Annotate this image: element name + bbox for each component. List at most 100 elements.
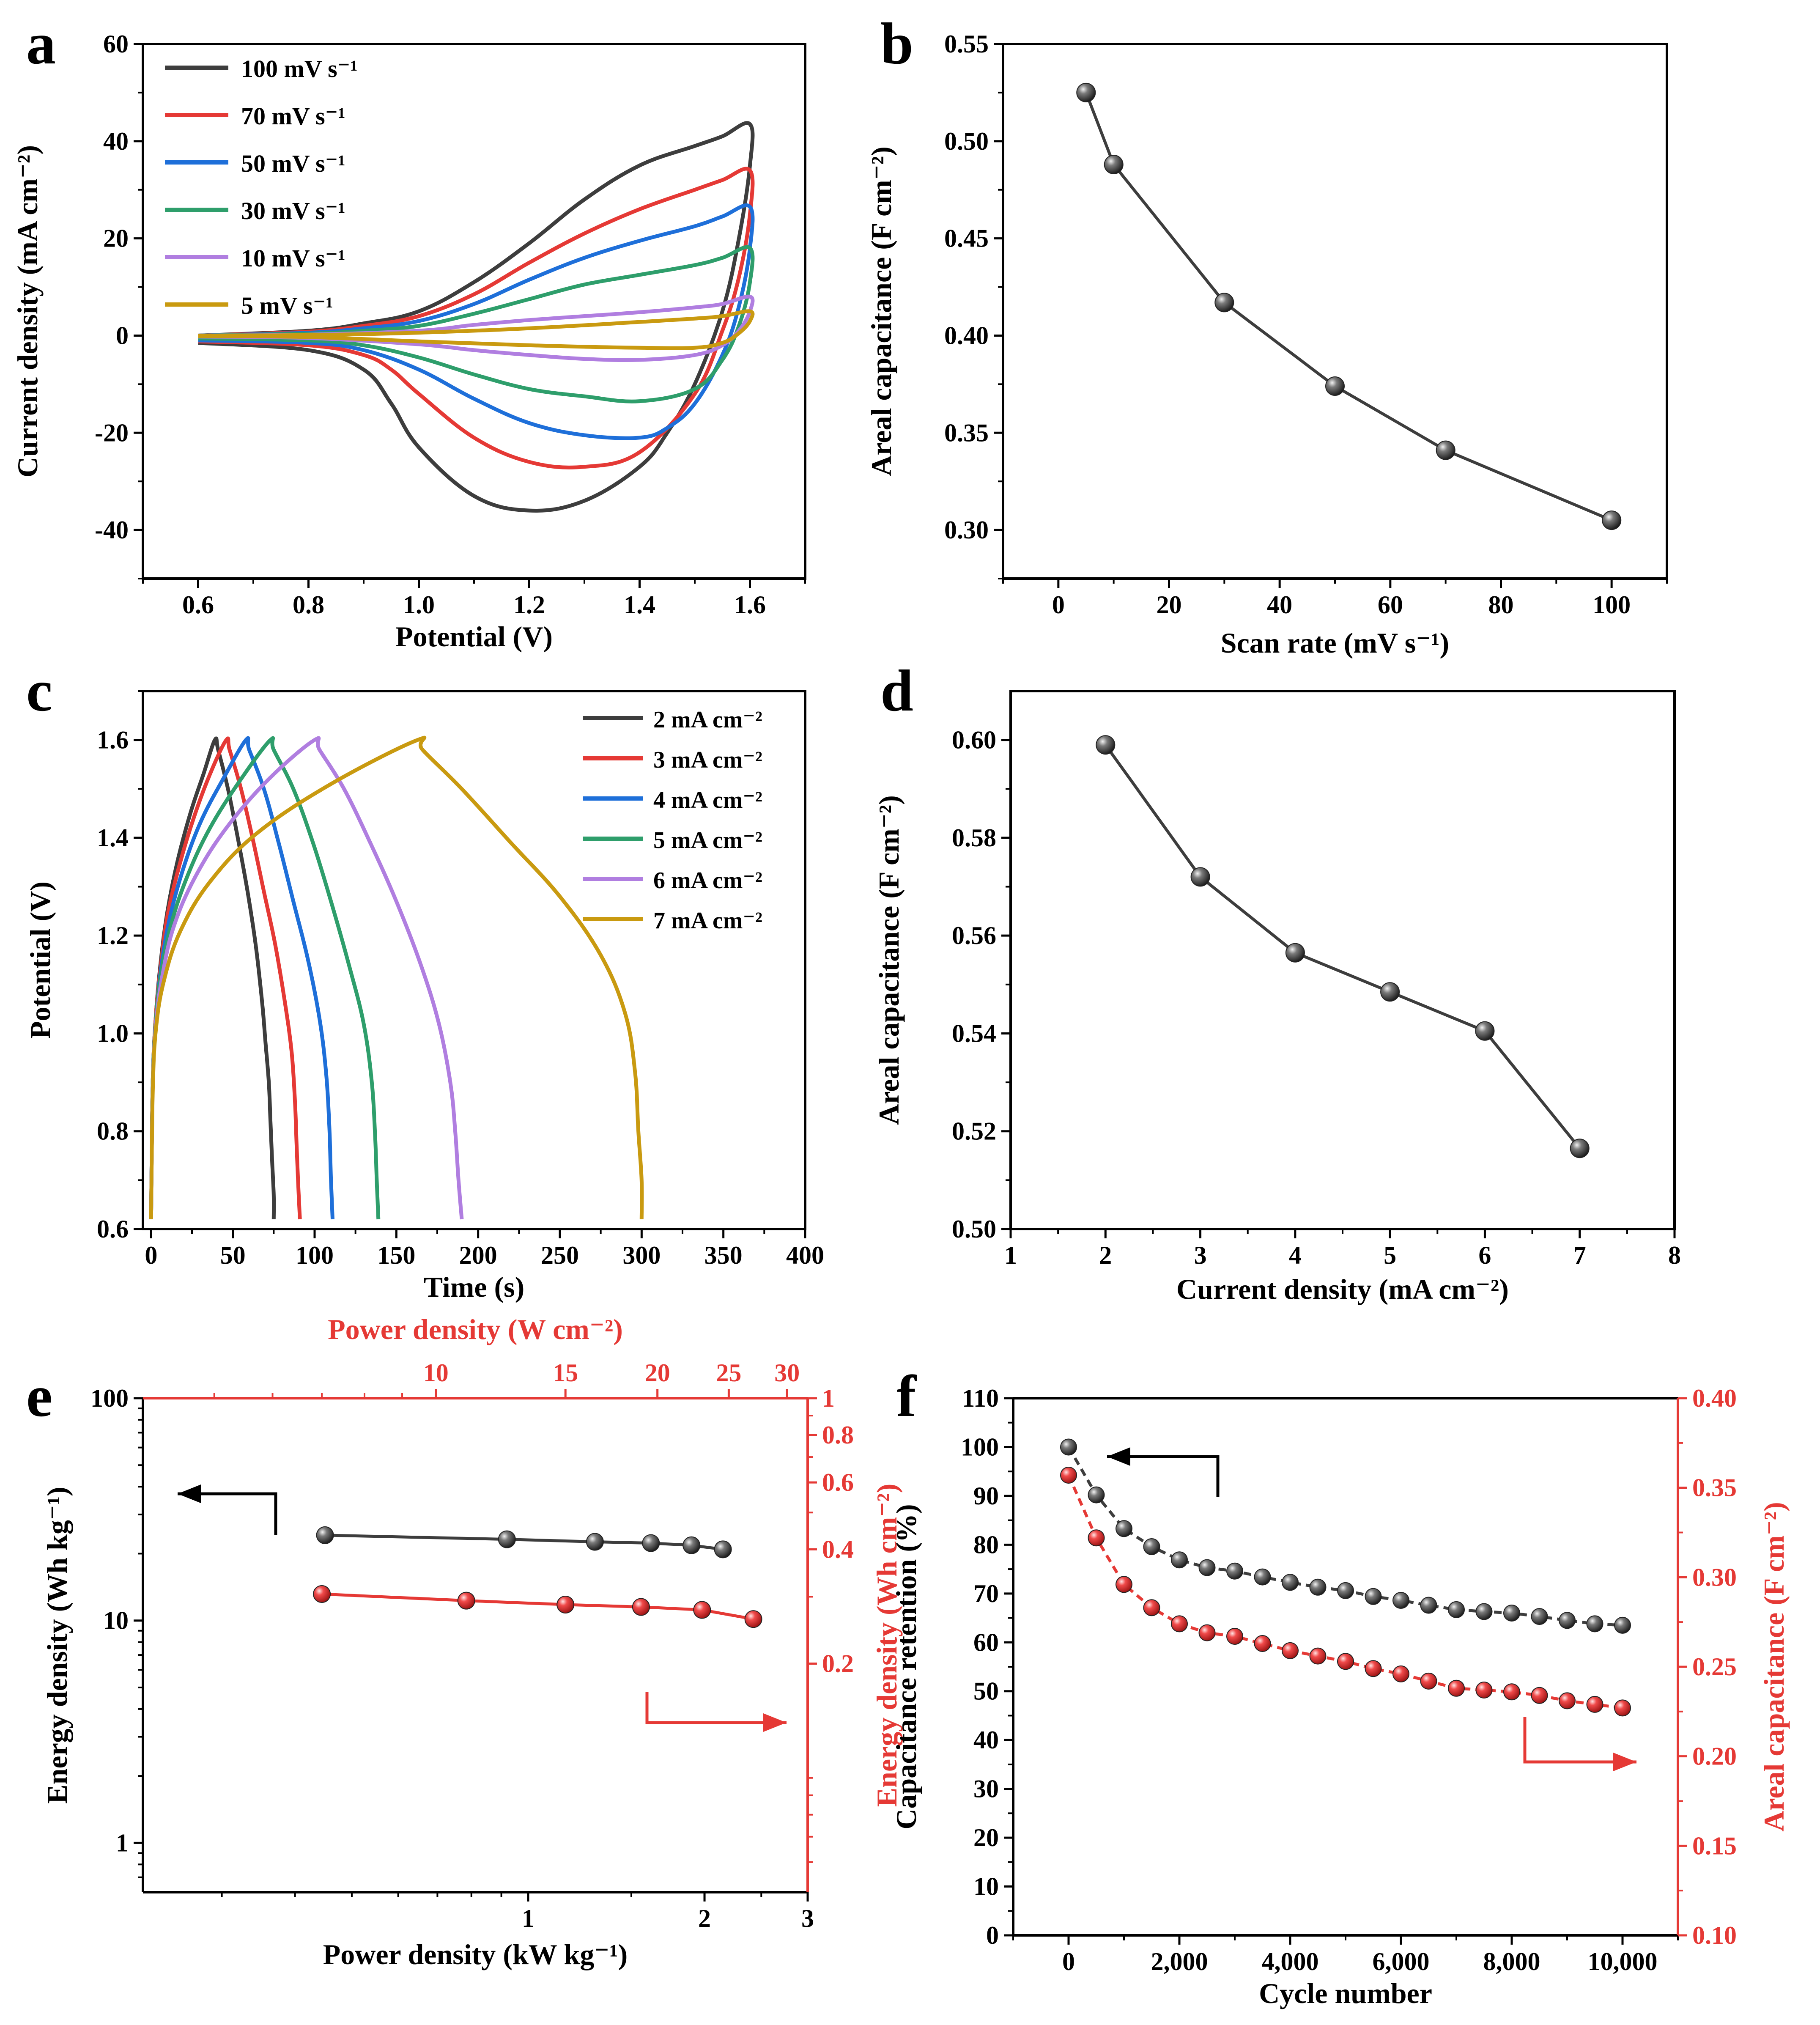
x2-tick-label: 15 bbox=[553, 1359, 578, 1387]
panel-a: 0.6 0.8 1.0 1.2 1.4 1.6 -40 -20 0 20 40 60 Potential… bbox=[11, 11, 806, 653]
data-point bbox=[1060, 1438, 1077, 1456]
legend-label: 10 mV s⁻¹ bbox=[241, 244, 345, 272]
x2-tick-label: 20 bbox=[645, 1359, 670, 1387]
data-point bbox=[744, 1610, 762, 1628]
y2-tick-label: 0.30 bbox=[1692, 1563, 1737, 1591]
panel-letter: a bbox=[26, 11, 56, 77]
y-tick-label: 60 bbox=[103, 30, 129, 58]
y-axis-title: Capacitance retention (%) bbox=[890, 1504, 922, 1829]
y-tick-label: 0.55 bbox=[944, 30, 989, 58]
y-tick-label: 0.56 bbox=[952, 922, 996, 949]
y-axis-title: Current density (mA cm⁻²) bbox=[11, 145, 44, 477]
y2-tick-label: 1 bbox=[822, 1384, 835, 1412]
x-tick-label: 2,000 bbox=[1151, 1948, 1208, 1976]
legend-label: 50 mV s⁻¹ bbox=[241, 150, 345, 177]
data-point bbox=[1365, 1660, 1382, 1677]
data-point bbox=[1104, 155, 1124, 174]
panel-letter: d bbox=[880, 658, 913, 724]
y2-tick-label: 0.35 bbox=[1692, 1474, 1737, 1502]
data-point bbox=[1531, 1687, 1548, 1704]
x-tick-label: 4,000 bbox=[1262, 1948, 1319, 1976]
legend-label: 5 mA cm⁻² bbox=[653, 827, 762, 853]
y-tick-label: 0.60 bbox=[952, 726, 996, 754]
legend-label: 7 mA cm⁻² bbox=[653, 908, 762, 934]
x-tick-label: 3 bbox=[801, 1904, 814, 1932]
legend-label: 5 mV s⁻¹ bbox=[241, 292, 333, 319]
y-tick-label: 40 bbox=[103, 127, 129, 155]
y-tick-label: 0.50 bbox=[944, 127, 989, 155]
data-point bbox=[1116, 1576, 1132, 1593]
legend-label: 2 mA cm⁻² bbox=[653, 707, 762, 733]
data-point bbox=[313, 1585, 331, 1603]
data-point bbox=[1559, 1612, 1576, 1629]
y2-tick-label: 0.25 bbox=[1692, 1653, 1737, 1681]
y-tick-label: 0.30 bbox=[944, 516, 989, 544]
y-axis-title: Energy density (Wh kg⁻¹) bbox=[41, 1487, 73, 1804]
x-tick-label: 0 bbox=[1052, 591, 1065, 619]
y-tick-label: 0.35 bbox=[944, 419, 989, 447]
data-point bbox=[1282, 1574, 1299, 1591]
x-axis-title: Power density (kW kg⁻¹) bbox=[323, 1938, 628, 1970]
data-point bbox=[1586, 1615, 1603, 1633]
data-point bbox=[714, 1540, 732, 1559]
data-point bbox=[1448, 1601, 1465, 1618]
x-tick-label: 0.8 bbox=[293, 591, 324, 619]
data-point bbox=[1365, 1588, 1382, 1605]
data-point bbox=[1226, 1628, 1243, 1645]
legend-label: 100 mV s⁻¹ bbox=[241, 55, 358, 82]
plot-frame bbox=[142, 690, 806, 1230]
y-tick-label: 30 bbox=[973, 1775, 999, 1803]
capacitance-line bbox=[1085, 92, 1612, 522]
panel-e: 1 2 3 1 10 100 10 15 20 25 30 0.2 0.4 0.6 0.8 1 Power de… bbox=[26, 1313, 903, 1970]
data-point bbox=[1282, 1642, 1299, 1659]
y2-tick-label: 0.20 bbox=[1692, 1742, 1737, 1770]
data-point bbox=[1614, 1616, 1631, 1634]
y-tick-label: -20 bbox=[95, 419, 129, 447]
panel-d: 1 2 3 4 5 6 7 8 0.50 0.52 0.54 0.56 0.58 0.60 Current … bbox=[873, 658, 1681, 1305]
data-point bbox=[457, 1591, 475, 1610]
x-tick-label: 60 bbox=[1378, 591, 1403, 619]
y-tick-label: 40 bbox=[973, 1726, 999, 1754]
axis-arrow-head bbox=[1613, 1753, 1636, 1771]
data-point bbox=[1171, 1615, 1188, 1633]
y-tick-label: 0.50 bbox=[952, 1215, 996, 1243]
data-point bbox=[1190, 867, 1210, 887]
x-tick-label: 3 bbox=[1194, 1241, 1207, 1269]
data-point bbox=[1503, 1683, 1520, 1701]
data-point bbox=[1392, 1592, 1409, 1609]
x-tick-label: 400 bbox=[786, 1241, 824, 1269]
y-tick-label: 1.4 bbox=[97, 824, 129, 852]
data-point bbox=[586, 1533, 604, 1551]
panel-letter: b bbox=[880, 11, 913, 77]
y-tick-label: 1.6 bbox=[97, 726, 129, 754]
cv-curve-series-3 bbox=[198, 203, 755, 440]
x2-tick-label: 30 bbox=[774, 1359, 800, 1387]
data-point bbox=[1088, 1529, 1105, 1547]
data-point bbox=[682, 1536, 701, 1554]
data-point bbox=[1143, 1599, 1160, 1616]
x-tick-label: 300 bbox=[622, 1241, 661, 1269]
data-point bbox=[1586, 1696, 1603, 1713]
y-tick-label: 10 bbox=[103, 1607, 129, 1635]
x-tick-label: 350 bbox=[704, 1241, 743, 1269]
y-tick-label: 0.8 bbox=[97, 1117, 129, 1145]
y-tick-label: 20 bbox=[103, 225, 129, 252]
x-tick-label: 100 bbox=[296, 1241, 334, 1269]
panel-letter: e bbox=[26, 1364, 52, 1429]
y2-tick-label: 0.15 bbox=[1692, 1832, 1737, 1860]
x-axis-title: Cycle number bbox=[1259, 1977, 1432, 2009]
panel-f: 0 2,000 4,000 6,000 8,000 10,000 0 10 20 30 40 50 60… bbox=[890, 1364, 1790, 2009]
x-tick-label: 2 bbox=[1099, 1241, 1112, 1269]
y-tick-label: 0.58 bbox=[952, 824, 996, 852]
data-point bbox=[1475, 1021, 1495, 1041]
data-point bbox=[1614, 1699, 1631, 1717]
y2-tick-label: 0.10 bbox=[1692, 1921, 1737, 1949]
y-tick-label: 60 bbox=[973, 1628, 999, 1656]
y2-tick-label: 0.8 bbox=[822, 1421, 854, 1449]
x-tick-label: 50 bbox=[220, 1241, 246, 1269]
x-tick-label: 250 bbox=[541, 1241, 579, 1269]
y-tick-label: 0.45 bbox=[944, 225, 989, 252]
data-point bbox=[1076, 82, 1096, 102]
y-tick-label: 100 bbox=[961, 1433, 999, 1461]
